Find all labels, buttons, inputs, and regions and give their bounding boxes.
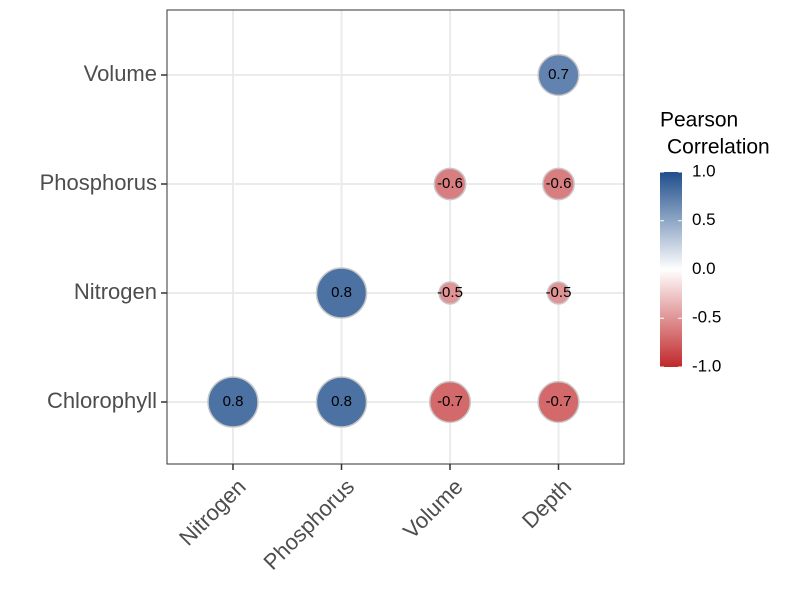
colorbar-tick-label: -0.5 (692, 308, 721, 327)
x-tick-label: Volume (398, 474, 468, 544)
bubble (207, 376, 259, 428)
x-tick-label: Depth (517, 474, 576, 533)
legend-title: Pearson (660, 109, 738, 132)
colorbar-tick-label: 1.0 (692, 161, 716, 180)
value-label: 0.8 (223, 393, 244, 410)
bubble (315, 267, 368, 319)
bubble (546, 281, 571, 305)
value-label: -0.7 (437, 393, 463, 410)
value-label: 0.7 (548, 66, 569, 83)
colorbar (660, 172, 682, 367)
colorbar-tick-label: 0.5 (692, 210, 716, 229)
colorbar-tick-label: -1.0 (692, 356, 721, 375)
value-label: -0.5 (437, 284, 463, 301)
y-tick-label: Nitrogen (74, 279, 157, 304)
bubble (438, 281, 462, 305)
plot-border (166, 9, 625, 465)
value-label: -0.6 (437, 175, 463, 192)
bubble (315, 376, 368, 428)
x-tick-label: Phosphorus (258, 474, 359, 575)
legend-title: Correlation (667, 136, 770, 159)
value-label: -0.7 (546, 393, 572, 410)
y-tick-label: Chlorophyll (47, 388, 157, 413)
value-label: -0.6 (546, 175, 572, 192)
bubble (433, 167, 467, 201)
bubble (537, 53, 580, 97)
y-tick-label: Phosphorus (40, 170, 157, 195)
x-tick-label: Nitrogen (174, 474, 250, 550)
bubble (542, 167, 575, 201)
value-label: 0.8 (331, 393, 352, 410)
bubble (428, 380, 472, 424)
value-label: -0.5 (546, 284, 572, 301)
y-tick-label: Volume (84, 61, 157, 86)
colorbar-tick-label: 0.0 (692, 259, 716, 278)
value-label: 0.8 (331, 284, 352, 301)
bubble (537, 380, 580, 424)
